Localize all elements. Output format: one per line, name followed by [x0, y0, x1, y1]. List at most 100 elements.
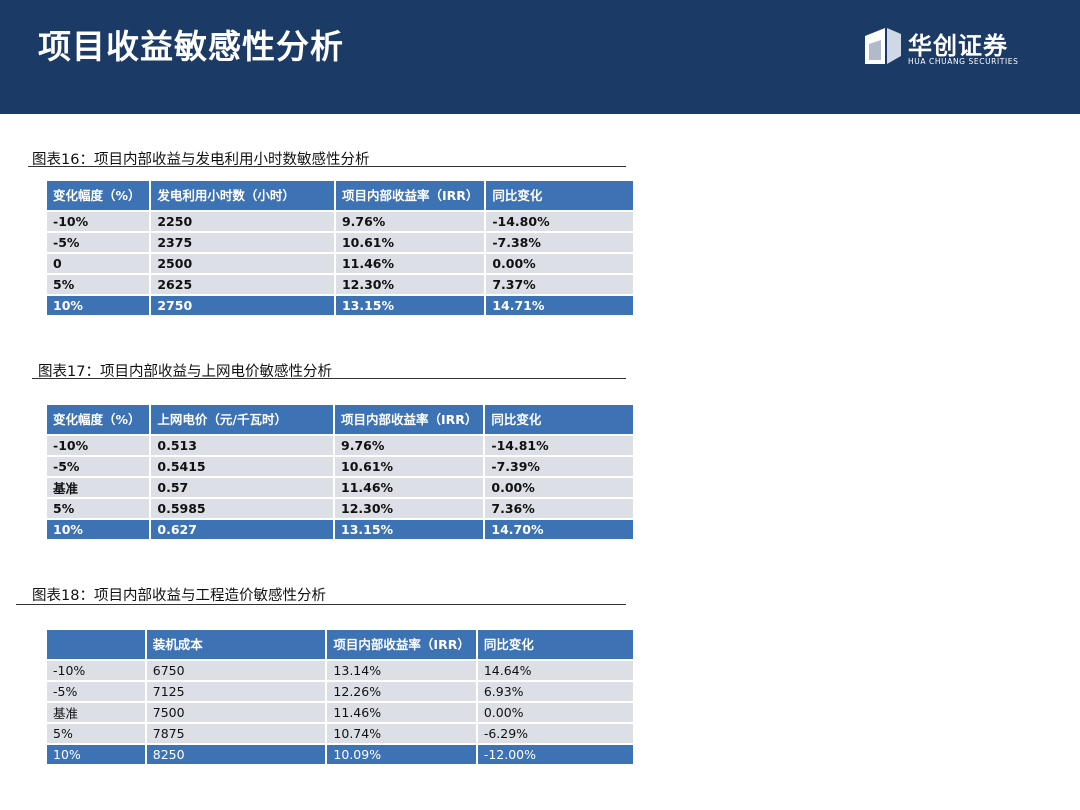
table-17-title: 图表17：项目内部收益与上网电价敏感性分析: [38, 364, 332, 380]
table-cell: 0.5985: [151, 499, 333, 518]
header-cell: [47, 630, 145, 659]
table-cell: 7.37%: [486, 275, 633, 294]
table-cell: 9.76%: [335, 436, 484, 455]
table-cell: 0.627: [151, 520, 333, 539]
table-cell: -6.29%: [477, 724, 633, 743]
table-17-rule: [32, 378, 626, 379]
table-row: -10% 0.513 9.76% -14.81%: [47, 436, 633, 455]
header-cell: 发电利用小时数（小时）: [151, 181, 334, 210]
table-16: 变化幅度（%） 发电利用小时数（小时） 项目内部收益率（IRR） 同比变化 -1…: [45, 179, 635, 317]
table-cell: 11.46%: [327, 703, 476, 722]
header-bar: 项目收益敏感性分析 华创证券 HUA CHUANG SECURITIES: [0, 0, 1080, 114]
table-cell: 10%: [47, 745, 145, 764]
table-cell: 6.93%: [477, 682, 633, 701]
table-cell: -7.39%: [485, 457, 633, 476]
table-cell: 0: [47, 254, 150, 273]
header-cell: 项目内部收益率（IRR）: [335, 405, 484, 434]
table-cell: -5%: [47, 457, 150, 476]
table-cell: 10.74%: [327, 724, 476, 743]
table-cell: 12.30%: [335, 499, 484, 518]
table-cell: 5%: [47, 499, 150, 518]
table-cell: 基准: [47, 703, 145, 722]
table-cell: 7500: [146, 703, 326, 722]
table-row: -5% 7125 12.26% 6.93%: [47, 682, 633, 701]
page-title: 项目收益敏感性分析: [38, 27, 344, 66]
table-header-row: 变化幅度（%） 发电利用小时数（小时） 项目内部收益率（IRR） 同比变化: [47, 181, 633, 210]
table-cell: 7875: [146, 724, 326, 743]
table-16-title: 图表16：项目内部收益与发电利用小时数敏感性分析: [32, 152, 370, 168]
table-cell: -5%: [47, 233, 150, 252]
table-cell: 14.70%: [485, 520, 633, 539]
table-cell: -10%: [47, 436, 150, 455]
table-cell: -10%: [47, 661, 145, 680]
header-cell: 同比变化: [485, 405, 633, 434]
table-cell: 0.57: [151, 478, 333, 497]
logo-chinese-name: 华创证券: [908, 32, 1008, 60]
table-cell: 5%: [47, 724, 145, 743]
table-cell: 6750: [146, 661, 326, 680]
table-cell: 9.76%: [335, 212, 485, 231]
table-cell: 2500: [151, 254, 334, 273]
table-cell: 7.36%: [485, 499, 633, 518]
table-cell: 0.00%: [477, 703, 633, 722]
table-cell: 13.14%: [327, 661, 476, 680]
table-cell: -7.38%: [486, 233, 633, 252]
table-cell: 2375: [151, 233, 334, 252]
table-cell: 0.513: [151, 436, 333, 455]
table-cell: -5%: [47, 682, 145, 701]
table-cell: 2750: [151, 296, 334, 315]
table-row: 5% 7875 10.74% -6.29%: [47, 724, 633, 743]
company-logo: 华创证券 HUA CHUANG SECURITIES: [863, 26, 1023, 70]
table-cell: 2250: [151, 212, 334, 231]
logo-mark-icon: [865, 28, 901, 64]
header-cell: 装机成本: [146, 630, 326, 659]
table-row: 基准 0.57 11.46% 0.00%: [47, 478, 633, 497]
table-cell: 0.00%: [486, 254, 633, 273]
table-cell: 5%: [47, 275, 150, 294]
table-cell: 2625: [151, 275, 334, 294]
table-cell: 8250: [146, 745, 326, 764]
table-cell: -14.80%: [486, 212, 633, 231]
table-row: 10% 0.627 13.15% 14.70%: [47, 520, 633, 539]
table-row: -10% 2250 9.76% -14.80%: [47, 212, 633, 231]
table-row: -10% 6750 13.14% 14.64%: [47, 661, 633, 680]
table-cell: 13.15%: [335, 296, 485, 315]
header-cell: 同比变化: [477, 630, 633, 659]
table-header-row: 变化幅度（%） 上网电价（元/千瓦时） 项目内部收益率（IRR） 同比变化: [47, 405, 633, 434]
table-row: 5% 0.5985 12.30% 7.36%: [47, 499, 633, 518]
header-cell: 同比变化: [486, 181, 633, 210]
table-row: 10% 2750 13.15% 14.71%: [47, 296, 633, 315]
table-cell: 14.64%: [477, 661, 633, 680]
table-cell: -14.81%: [485, 436, 633, 455]
table-cell: 基准: [47, 478, 150, 497]
table-row: 5% 2625 12.30% 7.37%: [47, 275, 633, 294]
table-cell: 10%: [47, 296, 150, 315]
table-18-rule: [16, 604, 626, 605]
table-cell: 7125: [146, 682, 326, 701]
table-cell: 10.61%: [335, 457, 484, 476]
table-cell: 0.5415: [151, 457, 333, 476]
table-row: -5% 0.5415 10.61% -7.39%: [47, 457, 633, 476]
table-cell: 10.61%: [335, 233, 485, 252]
table-18: 装机成本 项目内部收益率（IRR） 同比变化 -10% 6750 13.14% …: [45, 628, 635, 766]
table-16-rule: [28, 166, 626, 167]
table-header-row: 装机成本 项目内部收益率（IRR） 同比变化: [47, 630, 633, 659]
table-row: 基准 7500 11.46% 0.00%: [47, 703, 633, 722]
logo-english-name: HUA CHUANG SECURITIES: [908, 57, 1019, 66]
header-cell: 变化幅度（%）: [47, 405, 150, 434]
header-cell: 项目内部收益率（IRR）: [335, 181, 485, 210]
table-row: -5% 2375 10.61% -7.38%: [47, 233, 633, 252]
header-cell: 上网电价（元/千瓦时）: [151, 405, 333, 434]
table-cell: 12.30%: [335, 275, 485, 294]
table-row: 10% 8250 10.09% -12.00%: [47, 745, 633, 764]
table-17: 变化幅度（%） 上网电价（元/千瓦时） 项目内部收益率（IRR） 同比变化 -1…: [45, 403, 635, 541]
table-cell: 14.71%: [486, 296, 633, 315]
table-cell: -10%: [47, 212, 150, 231]
header-cell: 项目内部收益率（IRR）: [327, 630, 476, 659]
table-cell: 10.09%: [327, 745, 476, 764]
table-cell: -12.00%: [477, 745, 633, 764]
table-row: 0 2500 11.46% 0.00%: [47, 254, 633, 273]
table-cell: 10%: [47, 520, 150, 539]
table-cell: 0.00%: [485, 478, 633, 497]
table-cell: 12.26%: [327, 682, 476, 701]
